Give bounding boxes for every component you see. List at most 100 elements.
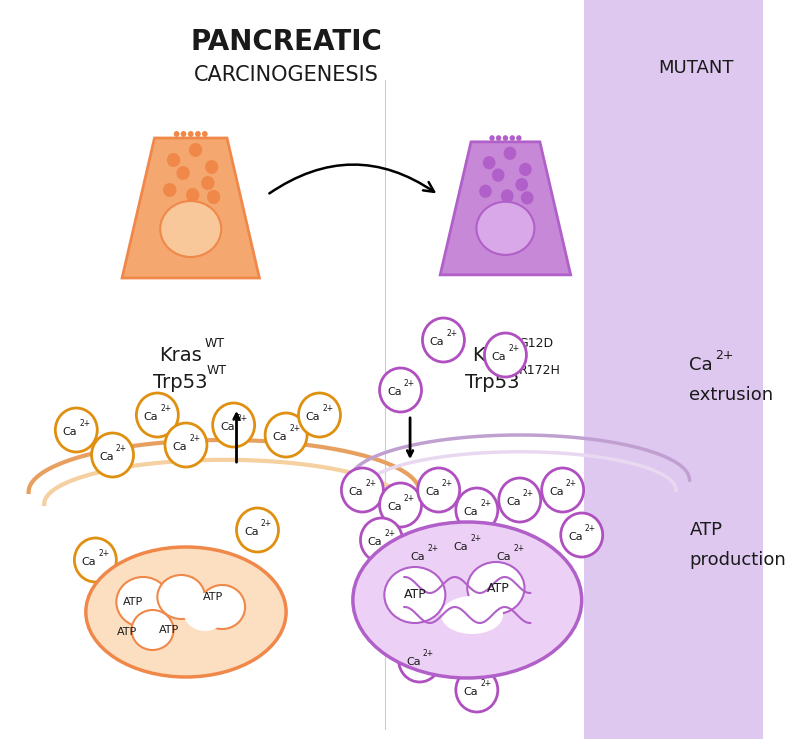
Text: Ca: Ca <box>387 386 402 397</box>
FancyArrowPatch shape <box>270 165 434 194</box>
Text: 2+: 2+ <box>715 349 734 361</box>
Text: ATP: ATP <box>123 597 144 607</box>
Text: 2+: 2+ <box>523 489 534 498</box>
Circle shape <box>492 168 505 182</box>
Text: 2+: 2+ <box>404 494 415 503</box>
Circle shape <box>342 468 383 512</box>
Text: Trp53: Trp53 <box>153 372 207 392</box>
Ellipse shape <box>116 577 170 627</box>
Ellipse shape <box>384 567 446 623</box>
Circle shape <box>379 483 422 527</box>
Text: 2+: 2+ <box>446 330 458 338</box>
Circle shape <box>265 413 307 457</box>
Text: production: production <box>690 551 786 569</box>
Text: ATP: ATP <box>117 627 137 637</box>
Polygon shape <box>122 138 259 278</box>
Circle shape <box>418 468 460 512</box>
Circle shape <box>186 188 199 202</box>
Text: 2+: 2+ <box>509 344 520 353</box>
Text: 2+: 2+ <box>566 480 577 488</box>
Circle shape <box>237 508 278 552</box>
Circle shape <box>55 408 98 452</box>
Text: Ca: Ca <box>172 442 187 452</box>
Circle shape <box>181 131 186 137</box>
Circle shape <box>202 176 214 190</box>
Circle shape <box>398 638 441 682</box>
Circle shape <box>479 185 492 198</box>
Text: 2+: 2+ <box>98 549 110 559</box>
Circle shape <box>521 191 534 205</box>
Ellipse shape <box>86 547 286 677</box>
Circle shape <box>165 423 207 467</box>
Ellipse shape <box>183 593 226 631</box>
Text: Ca: Ca <box>368 537 382 547</box>
Circle shape <box>510 135 515 141</box>
Circle shape <box>422 318 465 362</box>
Circle shape <box>136 393 178 437</box>
Text: Ca: Ca <box>99 452 114 462</box>
Circle shape <box>485 333 526 377</box>
Circle shape <box>490 533 531 577</box>
Circle shape <box>163 183 177 197</box>
Text: 2+: 2+ <box>190 435 200 443</box>
Text: Ca: Ca <box>463 507 478 517</box>
Circle shape <box>207 190 220 204</box>
Circle shape <box>446 523 488 567</box>
Text: 2+: 2+ <box>423 650 434 658</box>
Text: Ca: Ca <box>144 412 158 422</box>
Text: 2+: 2+ <box>237 415 248 423</box>
Text: WT: WT <box>205 336 225 350</box>
Text: Ca: Ca <box>220 422 234 432</box>
Text: 2+: 2+ <box>385 529 396 538</box>
Text: 2+: 2+ <box>428 545 438 554</box>
Circle shape <box>456 488 498 532</box>
Circle shape <box>490 135 494 141</box>
Text: Ca: Ca <box>492 352 506 362</box>
Circle shape <box>205 160 218 174</box>
Text: 2+: 2+ <box>322 404 334 413</box>
Circle shape <box>501 189 514 202</box>
Text: PANCREATIC: PANCREATIC <box>190 28 382 56</box>
Circle shape <box>482 156 495 169</box>
Text: Ca: Ca <box>690 356 713 374</box>
Text: Ca: Ca <box>497 552 511 562</box>
Ellipse shape <box>160 201 222 257</box>
Text: R172H: R172H <box>518 364 561 376</box>
Text: ATP: ATP <box>486 582 509 594</box>
Circle shape <box>403 533 446 577</box>
Text: ATP: ATP <box>403 588 426 602</box>
Circle shape <box>189 143 202 157</box>
Circle shape <box>498 478 541 522</box>
Circle shape <box>561 513 602 557</box>
Text: 2+: 2+ <box>480 679 491 688</box>
Text: Ca: Ca <box>387 502 402 512</box>
Text: Ca: Ca <box>273 432 287 442</box>
Circle shape <box>298 393 341 437</box>
Text: ATP: ATP <box>690 521 722 539</box>
Text: Ca: Ca <box>410 552 426 562</box>
Circle shape <box>195 131 201 137</box>
Circle shape <box>188 131 194 137</box>
Circle shape <box>515 178 528 191</box>
Circle shape <box>213 403 254 447</box>
Ellipse shape <box>441 596 503 634</box>
Text: Ca: Ca <box>430 337 445 347</box>
Circle shape <box>502 135 508 141</box>
Text: ATP: ATP <box>202 592 222 602</box>
Text: G12D: G12D <box>518 336 553 350</box>
Text: Ca: Ca <box>306 412 321 422</box>
Circle shape <box>504 146 516 160</box>
Text: Ca: Ca <box>463 687 478 697</box>
Text: CARCINOGENESIS: CARCINOGENESIS <box>194 65 378 85</box>
Text: 2+: 2+ <box>404 379 415 388</box>
Text: Kras: Kras <box>159 346 202 364</box>
Text: 2+: 2+ <box>442 480 453 488</box>
Text: 2+: 2+ <box>514 545 525 554</box>
Text: 2+: 2+ <box>161 404 172 413</box>
Text: MUTANT: MUTANT <box>658 59 734 77</box>
Ellipse shape <box>199 585 245 629</box>
Text: Ca: Ca <box>425 487 440 497</box>
Text: extrusion: extrusion <box>690 386 774 404</box>
Circle shape <box>361 518 402 562</box>
Circle shape <box>542 468 584 512</box>
